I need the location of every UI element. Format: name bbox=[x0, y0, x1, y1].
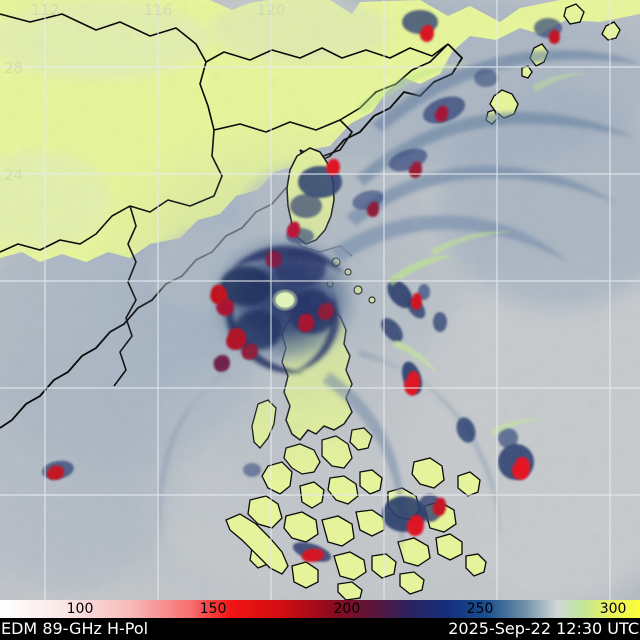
timestamp-label: 2025-Sep-22 12:30 UTC bbox=[448, 619, 639, 638]
cloud-texture-overlay bbox=[0, 0, 640, 600]
brightness-temperature-colorbar[interactable]: 100 150 200 250 300 bbox=[0, 600, 640, 618]
product-label-bar: EDM 89-GHz H-Pol 2025-Sep-22 12:30 UTC bbox=[0, 618, 640, 640]
colorbar-tick-300: 300 bbox=[599, 601, 627, 617]
product-label: EDM 89-GHz H-Pol bbox=[1, 619, 149, 638]
colorbar-tick-200: 200 bbox=[333, 601, 361, 617]
colorbar-tick-150: 150 bbox=[199, 601, 227, 617]
satellite-image-panel[interactable]: 112 116 120 28 24 bbox=[0, 0, 640, 600]
colorbar-tick-250: 250 bbox=[466, 601, 494, 617]
satellite-image-canvas: 112 116 120 28 24 bbox=[0, 0, 640, 600]
colorbar-tick-100: 100 bbox=[66, 601, 94, 617]
colorbar-gradient bbox=[0, 600, 640, 618]
